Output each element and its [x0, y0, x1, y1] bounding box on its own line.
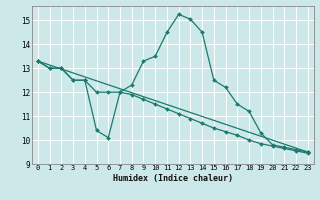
X-axis label: Humidex (Indice chaleur): Humidex (Indice chaleur) [113, 174, 233, 183]
